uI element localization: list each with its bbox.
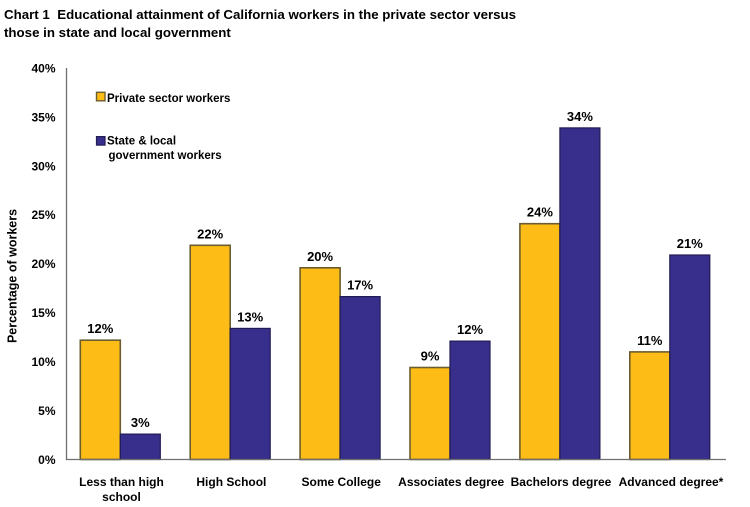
- svg-text:25%: 25%: [31, 208, 55, 222]
- svg-text:21%: 21%: [677, 236, 703, 251]
- svg-text:Advanced degree*: Advanced degree*: [619, 475, 724, 489]
- svg-text:Less than high: Less than high: [79, 475, 164, 489]
- svg-text:school: school: [102, 490, 141, 504]
- svg-text:15%: 15%: [31, 306, 55, 320]
- svg-text:34%: 34%: [567, 109, 593, 124]
- svg-text:30%: 30%: [31, 159, 55, 173]
- svg-text:20%: 20%: [31, 257, 55, 271]
- svg-text:government workers: government workers: [109, 150, 222, 162]
- svg-text:0%: 0%: [38, 453, 56, 467]
- svg-text:Associates degree: Associates degree: [398, 475, 504, 489]
- svg-text:Some College: Some College: [302, 475, 382, 489]
- svg-text:22%: 22%: [197, 226, 223, 241]
- svg-text:Percentage of workers: Percentage of workers: [6, 209, 20, 343]
- svg-text:12%: 12%: [457, 322, 483, 337]
- svg-text:17%: 17%: [347, 278, 373, 293]
- svg-text:40%: 40%: [31, 62, 55, 76]
- svg-text:10%: 10%: [31, 355, 55, 369]
- svg-text:State & local: State & local: [107, 136, 176, 148]
- svg-text:13%: 13%: [237, 309, 263, 324]
- svg-text:11%: 11%: [637, 333, 663, 348]
- svg-text:12%: 12%: [87, 321, 113, 336]
- svg-text:Bachelors degree: Bachelors degree: [511, 475, 612, 489]
- svg-text:High School: High School: [196, 475, 266, 489]
- svg-text:9%: 9%: [421, 349, 440, 364]
- svg-text:24%: 24%: [527, 205, 553, 220]
- svg-text:35%: 35%: [31, 110, 55, 124]
- svg-text:3%: 3%: [131, 415, 150, 430]
- svg-text:5%: 5%: [38, 404, 56, 418]
- svg-text:20%: 20%: [307, 249, 333, 264]
- svg-text:Private sector workers: Private sector workers: [107, 93, 230, 105]
